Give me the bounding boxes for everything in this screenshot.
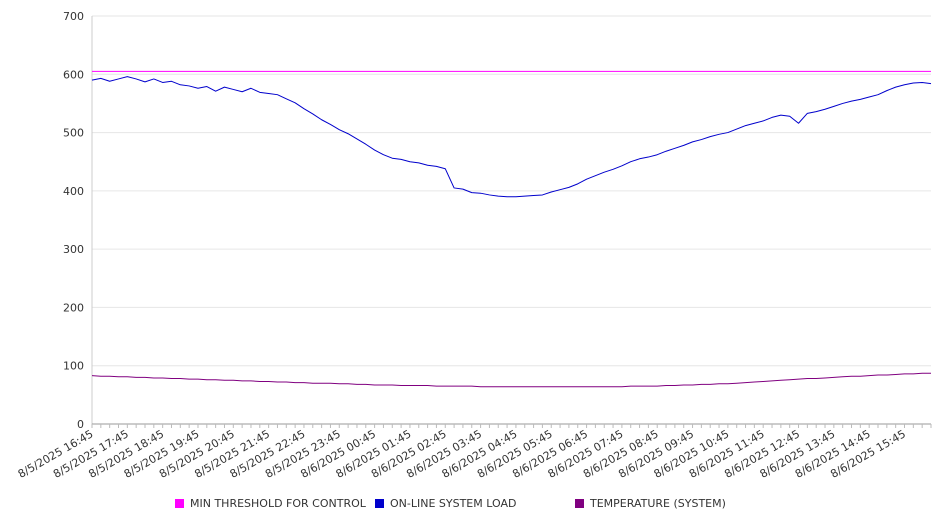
y-tick-label: 100: [63, 360, 84, 373]
legend-label-temperature: TEMPERATURE (SYSTEM): [590, 497, 726, 510]
series-line-2: [91, 372, 931, 388]
y-tick-label: 200: [63, 301, 84, 314]
legend-swatch-temperature: [575, 499, 584, 508]
legend-label-system-load: ON-LINE SYSTEM LOAD: [390, 497, 517, 510]
series-line-1: [91, 76, 932, 198]
legend-label-min-threshold: MIN THRESHOLD FOR CONTROL: [190, 497, 366, 510]
y-tick-label: 500: [63, 127, 84, 140]
y-axis: 0 100 200 300 400 500 600 700: [63, 10, 93, 431]
legend-item-min-threshold[interactable]: MIN THRESHOLD FOR CONTROL: [175, 497, 366, 510]
y-tick-label: 300: [63, 243, 84, 256]
y-tick-label: 600: [63, 68, 84, 81]
legend: MIN THRESHOLD FOR CONTROL ON-LINE SYSTEM…: [0, 497, 946, 515]
y-tick-label: 400: [63, 185, 84, 198]
gridlines: [92, 15, 931, 425]
y-tick-label: 700: [63, 10, 84, 23]
series-lines: [91, 70, 932, 388]
y-tick-label: 0: [77, 418, 84, 431]
legend-swatch-min-threshold: [175, 499, 184, 508]
legend-item-temperature[interactable]: TEMPERATURE (SYSTEM): [575, 497, 726, 510]
x-axis: 8/5/2025 16:458/5/2025 17:458/5/2025 18:…: [16, 423, 932, 481]
legend-swatch-system-load: [375, 499, 384, 508]
legend-item-system-load[interactable]: ON-LINE SYSTEM LOAD: [375, 497, 516, 510]
